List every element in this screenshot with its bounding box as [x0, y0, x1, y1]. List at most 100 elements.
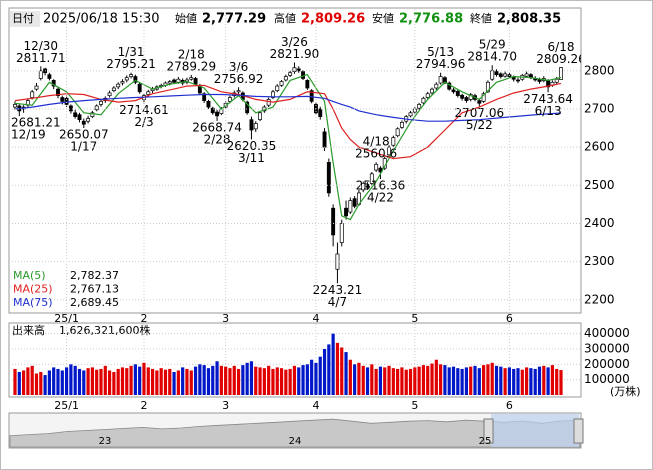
candle-body [258, 112, 263, 121]
x-tick-label: 5 [411, 399, 418, 412]
volume-bar [533, 368, 537, 395]
volume-bar [125, 368, 129, 395]
volume-bar [529, 368, 533, 395]
volume-bar [168, 368, 172, 395]
volume-bar [228, 368, 232, 395]
volume-bar [383, 367, 387, 395]
volume-bar [288, 368, 292, 395]
volume-bar [460, 368, 464, 395]
volume-bar [172, 372, 176, 395]
x-tick-label: 25/1 [54, 399, 79, 412]
y-tick-label: 2600 [584, 140, 615, 154]
volume-bar [494, 365, 499, 395]
legend-value: 2,782.37 [70, 269, 119, 282]
candle-body [524, 73, 529, 77]
header-open: 2,777.29 [202, 12, 266, 27]
x-tick-label: 3 [222, 399, 229, 412]
volume-bar [21, 370, 26, 395]
navigator-handle[interactable] [483, 418, 494, 444]
volume-bar [370, 364, 374, 395]
volume-bar [301, 365, 305, 395]
volume-bar [473, 365, 477, 395]
candle-body [116, 83, 121, 88]
annotation-date: 2/3 [134, 115, 153, 129]
x-tick-label: 25/1 [54, 312, 79, 325]
plot: 2681.2112/1912/302811.712650.071/171/312… [11, 35, 581, 309]
volume-bar [198, 364, 202, 395]
candle-body [202, 93, 207, 101]
navigator-label: 24 [289, 436, 302, 447]
volume-bar [439, 364, 443, 395]
volume-bar [82, 370, 86, 395]
legend-name: MA(5) [13, 269, 46, 282]
candle-body [249, 119, 254, 131]
candle-body [399, 121, 404, 128]
volume-bar [56, 368, 60, 395]
candle-body [64, 97, 69, 105]
candle-body [417, 104, 422, 109]
volume-bar [361, 365, 365, 395]
candle-body [485, 81, 490, 93]
volume-tick-label: 400000 [584, 326, 630, 340]
volume-bar [469, 366, 473, 395]
volume-bar [64, 367, 69, 395]
volume-bar [537, 366, 542, 395]
candle-body [331, 207, 336, 236]
volume-bar [516, 368, 520, 395]
y-tick-label: 2500 [584, 178, 615, 192]
header-label: 始値 [175, 11, 197, 25]
volume-bar [206, 368, 211, 395]
volume-bar [211, 365, 215, 395]
candle-body [120, 81, 125, 84]
y-tick-label: 2700 [584, 101, 615, 115]
volume-bar [387, 365, 391, 395]
x-tick-label: 6 [506, 312, 513, 325]
volume-bar [456, 368, 460, 395]
candle-body [408, 112, 413, 117]
x-tick-label: 4 [312, 399, 319, 412]
navigator-selection[interactable] [491, 414, 579, 447]
annotation-date: 2/28 [204, 132, 231, 146]
volume-bar [314, 362, 318, 395]
candle-body [253, 123, 258, 130]
annotation-date: 4/22 [367, 191, 394, 205]
candle-body [279, 81, 284, 86]
volume-bar [507, 367, 512, 395]
volume-bar [542, 365, 546, 395]
volume-bar [103, 365, 107, 395]
candle-body [434, 83, 439, 89]
navigator-handle[interactable] [573, 418, 584, 444]
volume-bar [129, 365, 133, 395]
candle-body [129, 74, 134, 77]
candle-body [215, 111, 220, 117]
navigator-label: 25 [479, 436, 492, 447]
x-tick-label: 6 [506, 399, 513, 412]
candle-body [395, 128, 400, 137]
volume-bar [116, 368, 120, 395]
volume-bar [555, 368, 559, 395]
candle-body [494, 71, 499, 75]
annotation-date: 4/7 [328, 295, 347, 309]
header-low: 2,776.88 [399, 12, 463, 27]
volume-bar [378, 366, 383, 395]
candle-body [339, 223, 344, 243]
candle-body [554, 78, 559, 83]
volume-bar [310, 359, 314, 395]
annotation-value: 2681.21 [11, 116, 61, 130]
volume-bar [267, 365, 271, 395]
volume-title: 出来高 [12, 323, 45, 337]
header-close: 2,808.35 [497, 12, 561, 27]
candle-body [245, 101, 250, 114]
candle-body [81, 120, 86, 125]
volume-bar [193, 366, 198, 395]
volume-bar [430, 363, 434, 395]
volume-bar [52, 367, 56, 395]
candle-body [47, 74, 52, 79]
candle-body [322, 131, 327, 148]
candle-body [309, 90, 314, 102]
candle-body [352, 198, 357, 207]
candle-body [305, 80, 310, 89]
volume-tick-label: 300000 [584, 342, 630, 356]
annotation-date: 5/29 [479, 38, 506, 52]
volume-bar [546, 367, 550, 395]
